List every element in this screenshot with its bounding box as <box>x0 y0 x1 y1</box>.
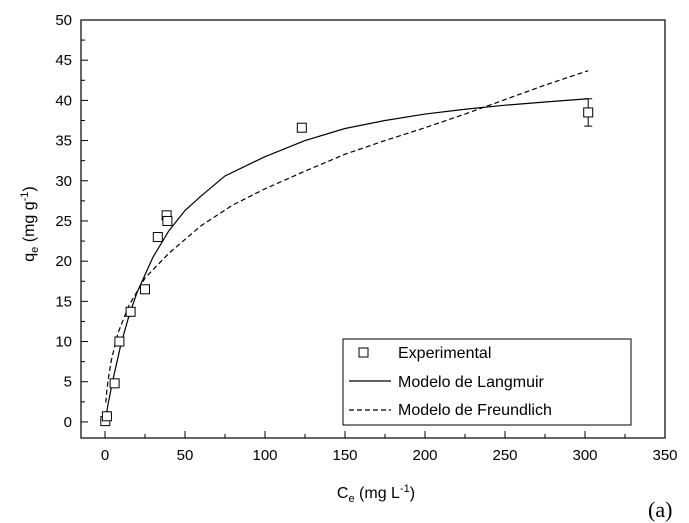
x-tick-label: 0 <box>101 447 109 464</box>
data-point-square <box>125 306 136 317</box>
y-tick-label: 20 <box>55 253 72 270</box>
y-tick-label: 0 <box>64 414 72 431</box>
y-tick-label: 45 <box>55 52 72 69</box>
legend-square-marker <box>358 347 369 358</box>
legend-label-langmuir: Modelo de Langmuir <box>398 374 545 391</box>
legend-box <box>342 338 632 426</box>
y-tick-label: 5 <box>64 374 72 391</box>
series-layer <box>100 70 594 427</box>
x-tick-label: 200 <box>412 447 437 464</box>
data-point-square <box>114 336 125 347</box>
panel-label: (a) <box>648 497 672 522</box>
data-point-square <box>296 122 307 133</box>
y-tick-label: 50 <box>55 12 72 29</box>
x-tick-label: 150 <box>332 447 357 464</box>
x-tick-label: 250 <box>492 447 517 464</box>
plot-frame <box>80 19 666 439</box>
x-axis-title: Ce (mg L-1) <box>337 483 415 505</box>
data-point-square <box>140 284 150 295</box>
legend: Experimental Modelo de Langmuir Modelo d… <box>342 338 632 426</box>
y-tick-label: 10 <box>55 334 72 351</box>
data-point-square <box>101 411 112 422</box>
y-tick-label: 30 <box>55 173 72 190</box>
y-tick-label: 35 <box>55 133 72 150</box>
y-axis-title: qe (mg g-1) <box>19 186 41 261</box>
x-tick-label: 50 <box>177 447 194 464</box>
y-tick-label: 40 <box>55 92 72 109</box>
x-tick-label: 100 <box>252 447 277 464</box>
freundlich-curve <box>105 70 589 403</box>
y-tick-label: 15 <box>55 293 72 310</box>
data-point-square <box>109 378 120 389</box>
legend-label-freundlich: Modelo de Freundlich <box>398 402 552 419</box>
axes-frame <box>80 19 666 439</box>
data-point-square <box>162 215 173 226</box>
x-tick-label: 350 <box>652 447 677 464</box>
y-tick-label: 25 <box>55 213 72 230</box>
legend-label-experimental: Experimental <box>398 345 491 362</box>
x-tick-label: 300 <box>572 447 597 464</box>
ticks-layer: 0 50 100 150 200 250 300 350 0 5 10 15 20 25 30 35 40 45 5… <box>55 12 677 464</box>
data-point-square <box>583 107 594 118</box>
data-point-square <box>152 232 163 243</box>
